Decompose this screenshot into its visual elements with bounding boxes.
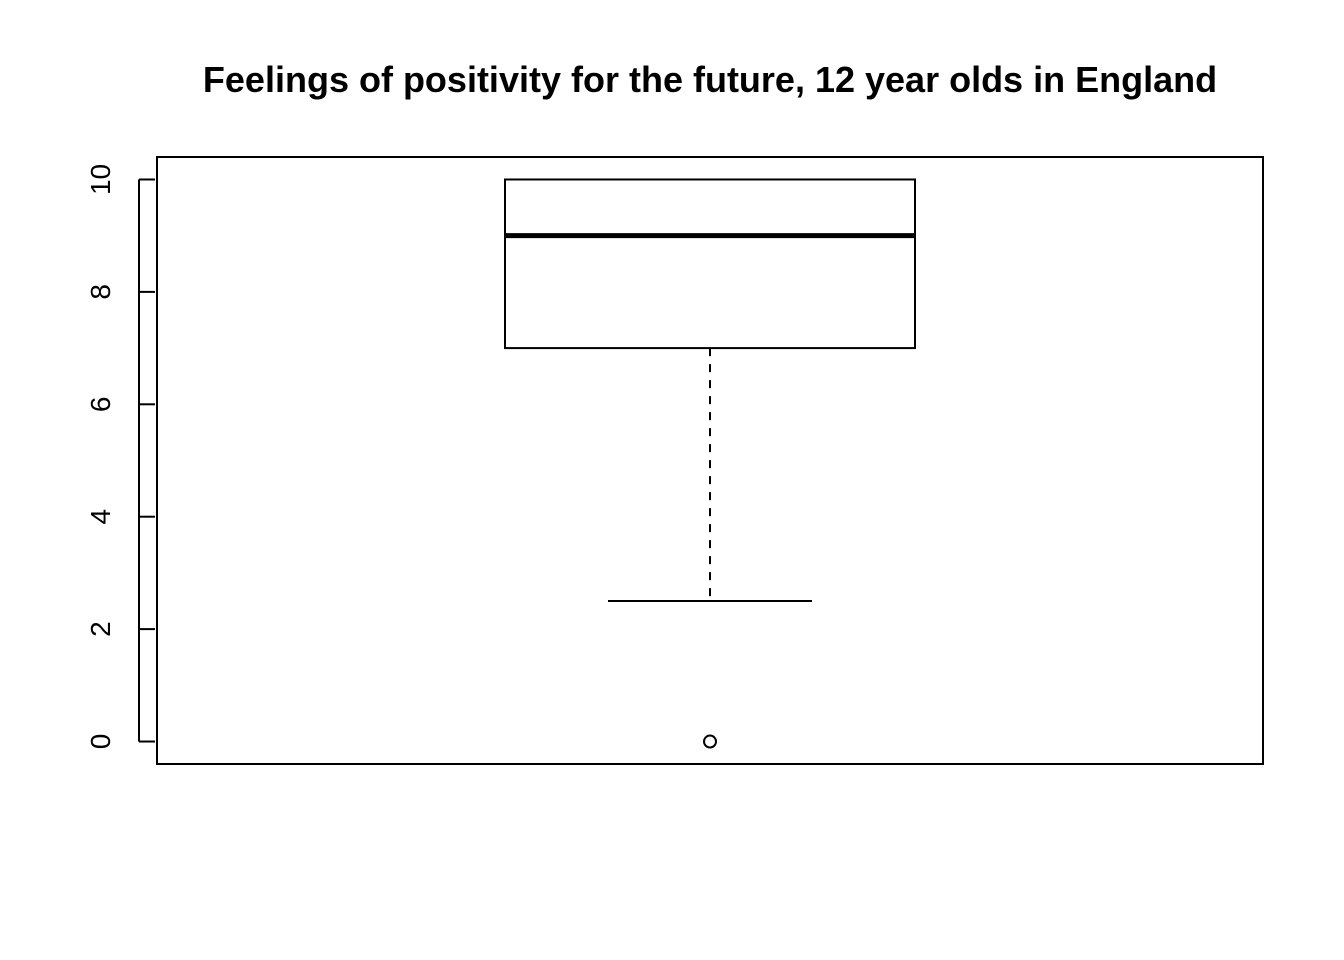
y-tick-label: 6 (85, 397, 116, 413)
outlier-point (703, 734, 717, 749)
y-tick-label: 0 (85, 734, 116, 750)
plot-frame (156, 156, 1264, 765)
y-axis: 0 2 4 6 8 10 (85, 164, 155, 749)
y-tick-label: 10 (85, 164, 116, 195)
y-tick-label: 4 (85, 509, 116, 525)
box-group (504, 178, 916, 749)
y-tick-label: 2 (85, 621, 116, 637)
y-tick-label: 8 (85, 284, 116, 300)
iqr-box (504, 178, 916, 350)
chart-title: Feelings of positivity for the future, 1… (203, 59, 1217, 100)
